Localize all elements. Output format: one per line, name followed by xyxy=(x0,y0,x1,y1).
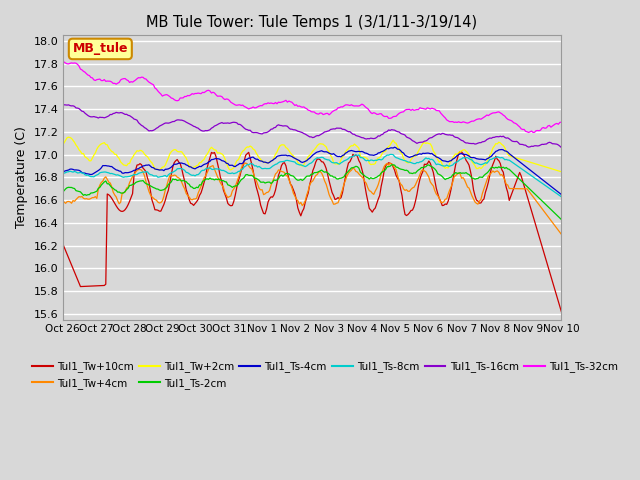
Tul1_Ts-2cm xyxy=(169,176,177,182)
Line: Tul1_Ts-4cm: Tul1_Ts-4cm xyxy=(63,147,561,194)
Tul1_Ts-2cm xyxy=(388,162,396,168)
Line: Tul1_Ts-2cm: Tul1_Ts-2cm xyxy=(63,165,561,219)
Tul1_Ts-2cm xyxy=(207,176,215,182)
Tul1_Ts-2cm xyxy=(65,184,72,190)
Tul1_Tw+4cm xyxy=(340,181,348,187)
Tul1_Ts-32cm xyxy=(557,120,565,125)
Tul1_Tw+2cm xyxy=(557,169,565,175)
Tul1_Ts-8cm xyxy=(169,169,177,175)
Line: Tul1_Ts-8cm: Tul1_Ts-8cm xyxy=(63,155,561,197)
Tul1_Tw+10cm xyxy=(65,255,72,261)
Tul1_Tw+4cm xyxy=(65,199,72,204)
Tul1_Ts-16cm xyxy=(557,144,565,150)
Tul1_Tw+10cm xyxy=(169,164,177,170)
Tul1_Tw+10cm xyxy=(468,176,476,182)
Tul1_Tw+2cm xyxy=(209,146,217,152)
Tul1_Tw+10cm xyxy=(339,190,346,195)
Tul1_Tw+2cm xyxy=(170,147,178,153)
Tul1_Tw+4cm xyxy=(207,163,215,169)
Tul1_Ts-2cm xyxy=(468,175,476,181)
Line: Tul1_Tw+10cm: Tul1_Tw+10cm xyxy=(63,152,561,312)
Tul1_Ts-16cm xyxy=(60,102,68,108)
Tul1_Ts-16cm xyxy=(170,119,178,124)
Line: Tul1_Ts-32cm: Tul1_Ts-32cm xyxy=(63,62,561,132)
Tul1_Tw+4cm xyxy=(242,160,250,166)
Tul1_Ts-32cm xyxy=(169,96,177,101)
Tul1_Ts-16cm xyxy=(59,103,67,109)
Tul1_Tw+2cm xyxy=(66,135,74,141)
Tul1_Ts-16cm xyxy=(474,140,482,146)
Tul1_Tw+2cm xyxy=(59,142,67,148)
Tul1_Ts-8cm xyxy=(557,194,565,200)
Tul1_Ts-4cm xyxy=(474,156,482,162)
Tul1_Ts-16cm xyxy=(66,103,74,108)
Tul1_Tw+2cm xyxy=(474,166,482,171)
Tul1_Tw+10cm xyxy=(207,150,215,156)
Tul1_Tw+2cm xyxy=(340,152,348,158)
Tul1_Ts-2cm xyxy=(339,175,346,180)
Line: Tul1_Tw+2cm: Tul1_Tw+2cm xyxy=(63,137,561,172)
Tul1_Ts-32cm xyxy=(65,61,72,67)
Tul1_Ts-4cm xyxy=(207,156,215,162)
Tul1_Tw+4cm xyxy=(474,201,482,207)
Tul1_Ts-8cm xyxy=(65,169,72,175)
Tul1_Ts-16cm xyxy=(340,126,348,132)
Tul1_Ts-32cm xyxy=(339,104,346,110)
Tul1_Tw+10cm xyxy=(456,149,464,155)
Line: Tul1_Ts-16cm: Tul1_Ts-16cm xyxy=(63,105,561,147)
Tul1_Tw+2cm xyxy=(468,159,476,165)
Tul1_Ts-2cm xyxy=(474,176,482,181)
Tul1_Ts-32cm xyxy=(207,90,215,96)
Title: MB Tule Tower: Tule Temps 1 (3/1/11-3/19/14): MB Tule Tower: Tule Temps 1 (3/1/11-3/19… xyxy=(147,15,477,30)
Tul1_Ts-32cm xyxy=(467,119,474,125)
Legend: Tul1_Tw+10cm, Tul1_Tw+4cm, Tul1_Tw+2cm, Tul1_Ts-2cm, Tul1_Ts-4cm, Tul1_Ts-8cm, T: Tul1_Tw+10cm, Tul1_Tw+4cm, Tul1_Tw+2cm, … xyxy=(28,358,622,393)
Tul1_Ts-16cm xyxy=(468,141,476,146)
Tul1_Ts-4cm xyxy=(557,192,565,197)
Tul1_Ts-2cm xyxy=(557,216,565,222)
Tul1_Tw+10cm xyxy=(59,240,67,246)
Tul1_Tw+10cm xyxy=(474,198,482,204)
Tul1_Ts-8cm xyxy=(59,170,67,176)
Tul1_Tw+4cm xyxy=(59,200,67,205)
Tul1_Ts-2cm xyxy=(59,189,67,195)
Tul1_Ts-4cm xyxy=(65,167,72,173)
Tul1_Ts-8cm xyxy=(388,152,396,157)
Tul1_Ts-4cm xyxy=(391,144,399,150)
Tul1_Ts-8cm xyxy=(468,157,476,163)
Tul1_Ts-8cm xyxy=(474,161,482,167)
Tul1_Ts-32cm xyxy=(525,130,532,135)
Tul1_Ts-4cm xyxy=(59,169,67,175)
Tul1_Ts-32cm xyxy=(473,117,481,122)
Line: Tul1_Tw+4cm: Tul1_Tw+4cm xyxy=(63,163,561,234)
Tul1_Ts-4cm xyxy=(339,153,346,158)
Tul1_Tw+10cm xyxy=(557,309,565,314)
Tul1_Ts-16cm xyxy=(209,124,217,130)
Y-axis label: Temperature (C): Temperature (C) xyxy=(15,127,28,228)
Tul1_Tw+4cm xyxy=(557,231,565,237)
Tul1_Ts-32cm xyxy=(59,59,67,65)
Tul1_Tw+4cm xyxy=(468,193,476,199)
Tul1_Tw+4cm xyxy=(169,173,177,179)
Tul1_Ts-4cm xyxy=(169,163,177,168)
Tul1_Ts-4cm xyxy=(468,155,476,161)
Tul1_Ts-8cm xyxy=(207,166,215,172)
Tul1_Ts-8cm xyxy=(339,159,346,165)
Text: MB_tule: MB_tule xyxy=(72,42,128,55)
Tul1_Tw+2cm xyxy=(65,134,72,140)
